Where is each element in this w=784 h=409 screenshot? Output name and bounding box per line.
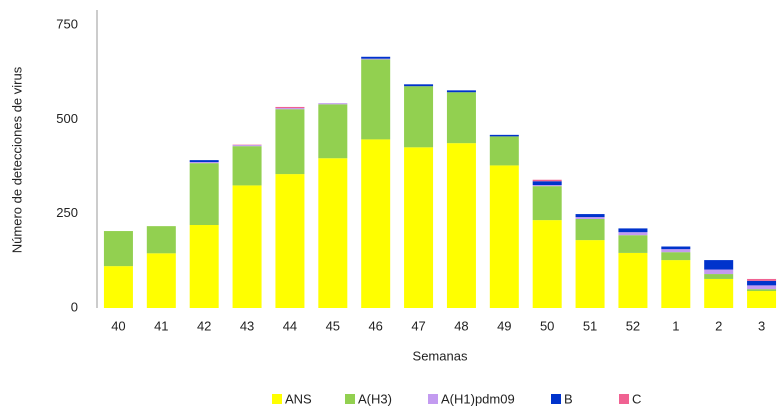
bar-segment [361,139,391,308]
y-tick-label: 500 [56,111,78,126]
x-tick-label: 49 [497,318,511,333]
bar-segment [747,278,777,281]
bar-segment [747,291,777,308]
y-axis-title: Número de detecciones de virus [9,66,24,253]
bar-segment [103,266,133,308]
bar-segment [103,231,133,267]
bar-segment [189,163,219,226]
x-tick-label: 1 [672,318,679,333]
bar-segment [532,220,562,308]
legend-swatch [619,394,629,404]
bar-segment [318,104,348,159]
bar-segment [189,162,219,164]
bar-segment [489,165,519,308]
bar-segment [318,158,348,308]
x-tick-label: 51 [583,318,597,333]
bar-segment [404,147,434,308]
bar-segment [575,240,605,308]
bar-segment [532,186,562,221]
x-tick-label: 2 [715,318,722,333]
bar-segment [232,145,262,147]
bar-segment [146,226,176,254]
legend-label: A(H3) [358,391,392,406]
x-tick-label: 47 [411,318,425,333]
bar-segment [275,108,305,110]
x-tick-label: 40 [111,318,125,333]
legend-swatch [345,394,355,404]
y-tick-label: 0 [71,299,78,314]
bar-segment [189,160,219,163]
bar-segment [446,143,476,308]
bar-segment [446,90,476,93]
bar-segment [704,260,734,270]
x-tick-label: 41 [154,318,168,333]
legend-label: A(H1)pdm09 [441,391,515,406]
y-tick-label: 750 [56,17,78,32]
bar-segment [704,278,734,308]
bar-segment [661,252,691,261]
bar-segment [575,214,605,218]
x-tick-label: 45 [326,318,340,333]
bar-segment [532,181,562,186]
bar-segment [146,253,176,308]
bar-segment [489,134,519,137]
x-tick-label: 43 [240,318,254,333]
bar-segment [747,289,777,292]
bar-segment [361,58,391,60]
x-axis-title: Semanas [413,348,468,363]
bar-segment [318,103,348,105]
legend-label: B [564,391,573,406]
bar-segment [661,249,691,253]
legend-label: ANS [285,391,312,406]
bar-segment [404,86,434,148]
x-tick-label: 3 [758,318,765,333]
y-tick-label: 250 [56,205,78,220]
bar-segment [489,136,519,166]
bar-segment [189,225,219,308]
x-tick-label: 48 [454,318,468,333]
bar-segment [747,280,777,286]
bar-segment [618,232,648,236]
x-tick-label: 50 [540,318,554,333]
bar-segment [575,218,605,241]
bar-segment [275,174,305,308]
bar-segment [404,84,434,87]
bar-segment [704,274,734,279]
bar-segment [661,260,691,308]
bar-segment [747,285,777,290]
bar-segment [232,185,262,308]
x-tick-label: 46 [368,318,382,333]
bar-segment [446,92,476,144]
bar-segment [361,59,391,140]
legend-swatch [551,394,561,404]
bar-segment [532,185,562,187]
bar-segment [618,252,648,308]
bar-segment [275,109,305,175]
x-tick-label: 42 [197,318,211,333]
legend-label: C [632,391,641,406]
bar-segment [232,146,262,186]
bar-segment [361,56,391,59]
bar-segment [661,246,691,250]
bar-segment [532,179,562,182]
bar-segment [275,106,305,109]
bar-segment [618,235,648,253]
bar-segment [704,269,734,275]
x-tick-label: 52 [626,318,640,333]
bar-segment [575,217,605,219]
x-tick-label: 44 [283,318,297,333]
legend-swatch [272,394,282,404]
legend-swatch [428,394,438,404]
bar-segment [618,228,648,233]
